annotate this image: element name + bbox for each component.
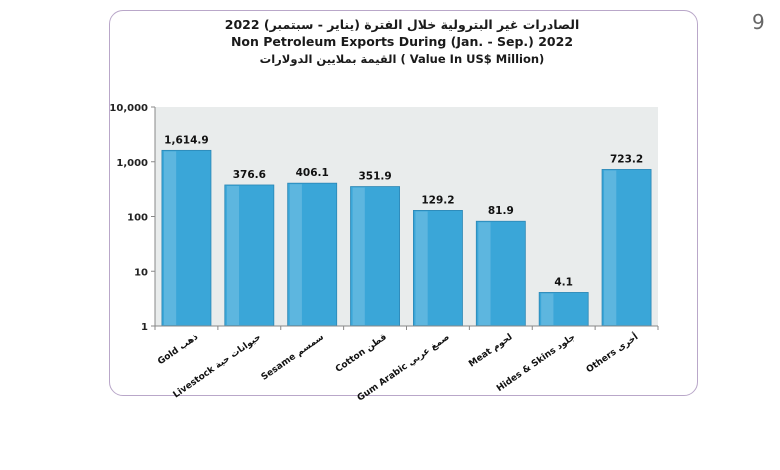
bar <box>161 149 212 327</box>
bar-highlight <box>226 185 240 325</box>
x-tick-label: Others أخرى <box>584 331 641 376</box>
data-label: 723.2 <box>610 153 643 165</box>
y-tick-label: 1,000 <box>116 158 148 169</box>
bar <box>601 169 652 327</box>
bar-highlight <box>415 211 428 325</box>
x-tick-label: Meat لحوم <box>467 332 514 369</box>
bar <box>287 182 338 327</box>
bar-highlight <box>604 170 617 325</box>
x-tick-label: Sesame سمسم <box>260 332 326 383</box>
y-tick-label: 1 <box>141 322 148 333</box>
bar <box>475 220 526 327</box>
bar-highlight <box>478 222 491 325</box>
chart-title-english: Non Petroleum Exports During (Jan. - Sep… <box>231 34 573 49</box>
y-tick-label: 100 <box>127 213 148 224</box>
data-label: 129.2 <box>421 194 454 206</box>
data-label: 4.1 <box>554 276 573 288</box>
data-label: 1,614.9 <box>164 134 209 146</box>
data-label: 351.9 <box>358 171 391 183</box>
chart-title-arabic: الصادرات غير البترولية خلال الفترة (يناي… <box>225 17 580 32</box>
bar <box>413 210 463 327</box>
bar-highlight <box>352 187 365 325</box>
page-number: 9 <box>752 10 765 34</box>
data-label: 376.6 <box>233 169 266 181</box>
bar-highlight <box>541 293 554 325</box>
chart-subtitle: القيمة بملايين الدولارات ( Value In US$ … <box>260 52 545 67</box>
y-tick-label: 10,000 <box>109 103 148 114</box>
data-label: 81.9 <box>488 205 514 217</box>
bar-highlight <box>163 151 177 325</box>
bar <box>224 184 275 327</box>
bar <box>350 186 400 327</box>
bar-highlight <box>289 184 302 325</box>
x-tick-label: Gold ذهب <box>156 332 200 367</box>
x-tick-label: Cotton قطن <box>334 332 389 375</box>
y-tick-label: 10 <box>134 267 148 278</box>
data-label: 406.1 <box>296 167 329 179</box>
